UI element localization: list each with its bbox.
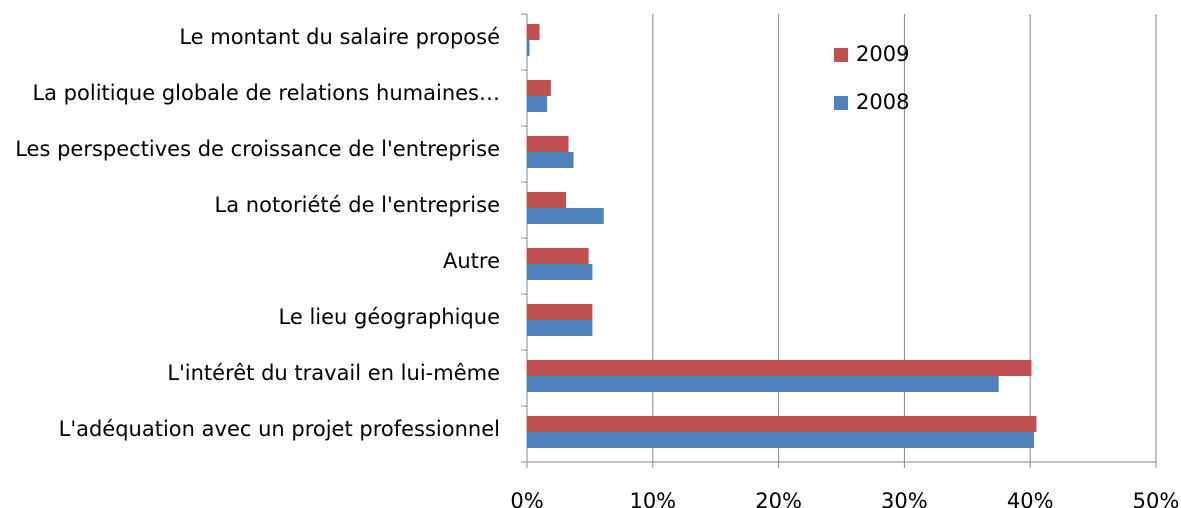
y-tick-label: Autre [443, 249, 500, 273]
bar [527, 304, 593, 320]
bar [527, 136, 569, 152]
bar [527, 432, 1034, 448]
x-tick-label: 10% [629, 489, 676, 508]
legend-swatch [834, 96, 848, 110]
bar [527, 192, 566, 208]
bar [527, 96, 548, 112]
bar [527, 248, 589, 264]
x-tick-label: 50% [1133, 489, 1180, 508]
legend-label: 2008 [856, 90, 909, 114]
bar [527, 416, 1037, 432]
y-tick-label: L'adéquation avec un projet professionne… [59, 417, 500, 441]
x-tick-label: 20% [755, 489, 802, 508]
bar [527, 264, 593, 280]
x-tick-label: 0% [510, 489, 543, 508]
bar [527, 40, 530, 56]
y-tick-label: La politique globale de relations humain… [32, 81, 500, 105]
bar [527, 24, 540, 40]
bar [527, 80, 551, 96]
bar [527, 208, 604, 224]
x-tick-label: 30% [881, 489, 928, 508]
y-tick-label: Le montant du salaire proposé [179, 25, 500, 49]
legend-swatch [834, 48, 848, 62]
bar [527, 320, 593, 336]
y-tick-label: L'intérêt du travail en lui-même [167, 361, 500, 385]
bar [527, 152, 574, 168]
y-tick-label: Le lieu géographique [279, 305, 500, 329]
bar [527, 376, 999, 392]
bar [527, 360, 1032, 376]
y-tick-label: Les perspectives de croissance de l'entr… [15, 137, 500, 161]
legend-label: 2009 [856, 42, 909, 66]
y-tick-label: La notoriété de l'entreprise [215, 193, 500, 217]
x-tick-label: 40% [1007, 489, 1054, 508]
